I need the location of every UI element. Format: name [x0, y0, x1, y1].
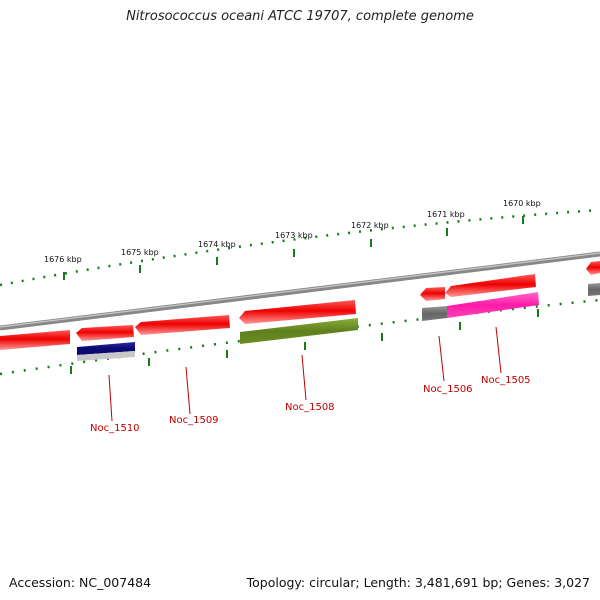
scale-label-1676: 1676 kbp [44, 255, 82, 264]
gene-arrow[interactable] [135, 315, 230, 335]
gene-label-Noc_1508[interactable]: Noc_1508 [285, 402, 335, 413]
gene-label-Noc_1510[interactable]: Noc_1510 [90, 423, 140, 434]
label-leaders [108, 326, 502, 422]
gene-partial-grey[interactable] [588, 283, 600, 296]
genome-summary-text: Topology: circular; Length: 3,481,691 bp… [246, 575, 590, 590]
scale-label-1675: 1675 kbp [121, 248, 159, 257]
scale-label-1670: 1670 kbp [503, 199, 541, 208]
gene-arrow[interactable] [239, 300, 356, 324]
accession-text: Accession: NC_007484 [9, 575, 152, 590]
scale-label-1673: 1673 kbp [275, 231, 313, 240]
forward-strand-genes [0, 261, 600, 350]
gene-Noc_1506[interactable] [422, 306, 447, 321]
gene-label-Noc_1509[interactable]: Noc_1509 [169, 415, 219, 426]
gene-label-Noc_1506[interactable]: Noc_1506 [423, 384, 473, 395]
gene-label-Noc_1505[interactable]: Noc_1505 [481, 375, 531, 386]
gene-arrow[interactable] [445, 274, 536, 297]
gene-arrow[interactable] [0, 330, 70, 350]
outer-major-ticks [63, 216, 524, 280]
gene-Noc_1508[interactable] [240, 318, 358, 344]
gene-arrow[interactable] [76, 325, 134, 341]
gene-Noc_1510[interactable] [77, 342, 135, 355]
inner-major-ticks [70, 309, 539, 374]
gene-arrow[interactable] [420, 287, 445, 301]
gene-arrow[interactable] [586, 261, 600, 275]
outer-tick-ring [0, 208, 600, 287]
inner-tick-ring [0, 298, 600, 376]
scale-label-1672: 1672 kbp [351, 221, 389, 230]
gene-Noc_1505[interactable] [447, 292, 539, 318]
scale-label-1674: 1674 kbp [198, 240, 236, 249]
scale-label-1671: 1671 kbp [427, 210, 465, 219]
map-title: Nitrosococcus oceani ATCC 19707, complet… [126, 9, 474, 24]
